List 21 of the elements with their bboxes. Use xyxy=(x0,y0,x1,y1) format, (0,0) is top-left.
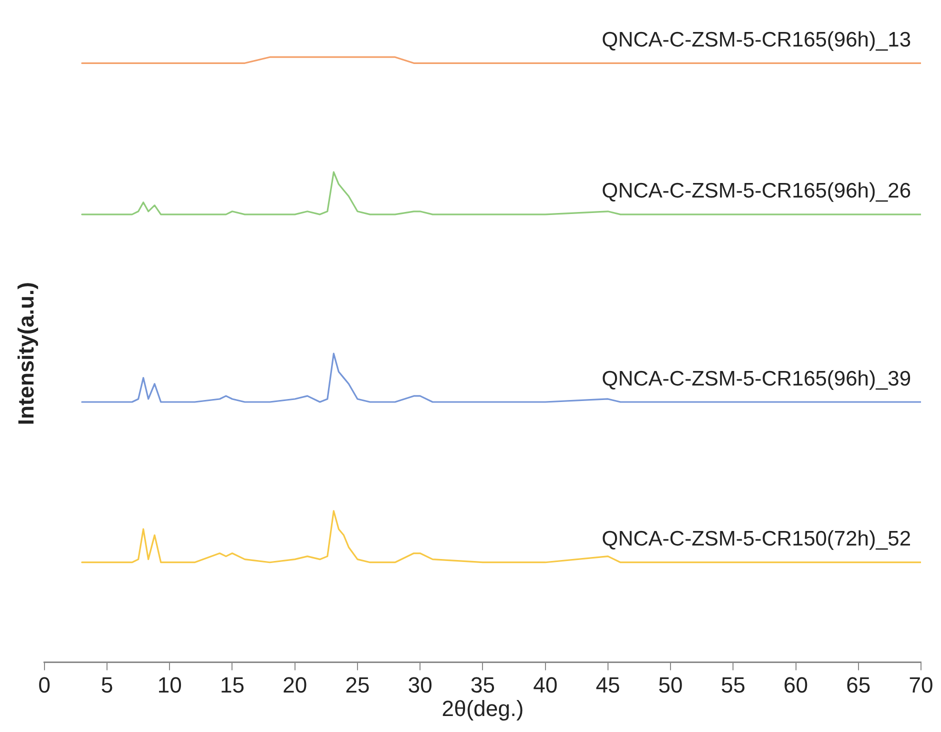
x-tick-label: 25 xyxy=(345,672,370,698)
x-tick-label: 0 xyxy=(38,672,51,698)
x-tick-label: 35 xyxy=(470,672,495,698)
y-axis-title: Intensity(a.u.) xyxy=(13,282,38,426)
series-label: QNCA-C-ZSM-5-CR165(96h)_26 xyxy=(602,180,911,203)
x-tick-label: 60 xyxy=(784,672,808,698)
x-tick-label: 30 xyxy=(408,672,432,698)
x-tick-label: 5 xyxy=(100,672,114,698)
x-tick-label: 70 xyxy=(908,672,934,698)
x-axis-title: 2θ(deg.) xyxy=(442,696,524,721)
x-tick-label: 65 xyxy=(846,672,871,698)
x-tick-label: 15 xyxy=(220,672,244,698)
x-tick-label: 40 xyxy=(533,672,558,698)
x-tick-label: 10 xyxy=(157,672,182,698)
x-tick-label: 20 xyxy=(282,672,308,698)
series-label: QNCA-C-ZSM-5-CR165(96h)_39 xyxy=(602,367,911,390)
series-label: QNCA-C-ZSM-5-CR150(72h)_52 xyxy=(602,528,911,551)
x-tick-label: 55 xyxy=(720,672,746,698)
x-tick-label: 50 xyxy=(658,672,683,698)
x-tick-label: 45 xyxy=(596,672,620,698)
series-label: QNCA-C-ZSM-5-CR165(96h)_13 xyxy=(602,28,911,52)
